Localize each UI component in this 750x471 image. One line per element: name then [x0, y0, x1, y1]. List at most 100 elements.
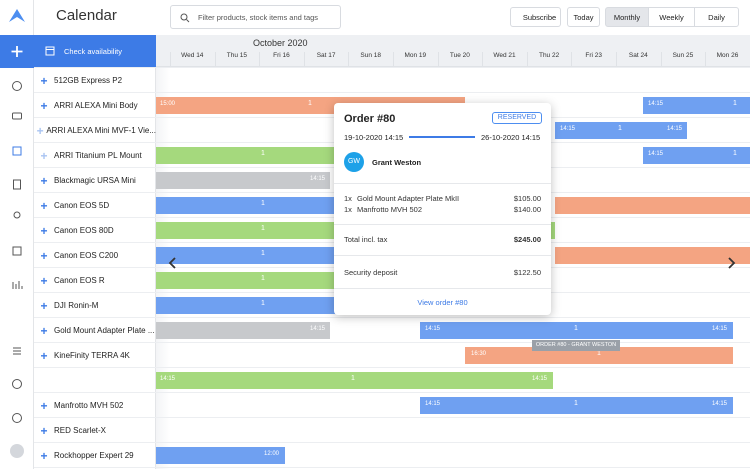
search-box[interactable]: Filter products, stock items and tags: [170, 5, 341, 29]
view-order-link[interactable]: View order #80: [417, 298, 468, 307]
expand-icon[interactable]: +: [40, 273, 48, 288]
column-line: [660, 52, 662, 67]
expand-icon[interactable]: +: [40, 223, 48, 238]
today-button[interactable]: Today: [567, 7, 600, 27]
divider: [334, 224, 551, 225]
booking-bar[interactable]: 14:15 1: [643, 147, 750, 164]
help-icon[interactable]: [12, 379, 22, 389]
documents-icon[interactable]: [13, 179, 21, 190]
day-label: Sun 25: [672, 52, 694, 59]
reports-icon[interactable]: [12, 281, 23, 289]
expand-icon[interactable]: +: [40, 298, 48, 313]
expand-icon[interactable]: +: [40, 98, 48, 113]
column-line: [571, 52, 573, 67]
bar-label: 1: [351, 375, 355, 382]
bar-label: 1: [261, 250, 265, 257]
product-row[interactable]: + ARRI ALEXA Mini MVF-1 Vie...: [34, 118, 156, 143]
booking-bar[interactable]: 12:00: [156, 447, 285, 464]
qty: 1x: [344, 205, 352, 214]
expand-icon[interactable]: +: [36, 123, 44, 138]
expand-icon[interactable]: +: [40, 448, 48, 463]
booking-bar[interactable]: 14:15 1 14:15: [420, 322, 733, 339]
product-row[interactable]: + Canon EOS 5D: [34, 193, 156, 218]
expand-icon[interactable]: +: [40, 173, 48, 188]
product-name: Manfrotto MVH 502: [54, 401, 124, 410]
product-name: ARRI ALEXA Mini Body: [54, 101, 138, 110]
booking-bar[interactable]: 14:15 1: [643, 97, 750, 114]
product-column: [34, 67, 156, 469]
booking-bar[interactable]: 1: [156, 272, 340, 289]
deposit-label: Security deposit: [344, 268, 398, 277]
next-arrow[interactable]: [726, 256, 738, 270]
booking-bar[interactable]: 1: [156, 247, 340, 264]
weekly-button[interactable]: Weekly: [648, 7, 695, 27]
booking-bar[interactable]: 1: [156, 297, 340, 314]
expand-icon[interactable]: +: [40, 198, 48, 213]
expand-icon[interactable]: +: [40, 398, 48, 413]
daily-button[interactable]: Daily: [694, 7, 739, 27]
column-line: [303, 52, 305, 67]
check-availability-button[interactable]: Check availability: [34, 35, 156, 67]
expand-icon[interactable]: +: [40, 248, 48, 263]
expand-icon[interactable]: +: [40, 73, 48, 88]
calendar-icon[interactable]: [12, 146, 22, 156]
dashboard-icon[interactable]: [12, 81, 22, 91]
booking-bar[interactable]: [555, 247, 750, 264]
booking-bar[interactable]: 14:15: [156, 322, 330, 339]
column-line: [482, 52, 484, 67]
bar-label: 12:00: [263, 451, 279, 457]
start-date: 19-10-2020 14:15: [344, 133, 404, 142]
column-line: [616, 52, 617, 67]
product-row[interactable]: + ARRI ALEXA Mini Body: [34, 93, 156, 118]
product-row[interactable]: + Canon EOS C200: [34, 243, 156, 268]
end-date: 26-10-2020 14:15: [481, 133, 541, 142]
booking-bar[interactable]: 1: [156, 197, 340, 214]
product-row[interactable]: + Canon EOS R: [34, 268, 156, 293]
product-row[interactable]: + Manfrotto MVH 502: [34, 393, 156, 418]
button-label: Weekly: [659, 12, 684, 22]
user-avatar[interactable]: [10, 444, 24, 458]
product-row[interactable]: + Rockhopper Expert 29: [34, 443, 156, 468]
customers-icon[interactable]: [13, 211, 21, 219]
product-row[interactable]: + Blackmagic URSA Mini: [34, 168, 156, 193]
item-name: Gold Mount Adapter Plate MkII: [357, 194, 460, 203]
booking-bar[interactable]: 16:30 1: [465, 347, 733, 364]
expand-icon[interactable]: +: [40, 323, 48, 338]
bar-label: 1: [261, 150, 265, 157]
product-row[interactable]: + ARRI Titanium PL Mount: [34, 143, 156, 168]
booking-bar[interactable]: 14:15 1 14:15: [420, 397, 733, 414]
product-row[interactable]: +512GB Express P2: [34, 68, 156, 93]
bar-label: 14:15: [648, 101, 664, 107]
booking-bar[interactable]: 14:15 1 14:15: [156, 372, 553, 389]
button-label: Daily: [708, 12, 725, 22]
subscribe-button[interactable]: Subscribe: [510, 7, 561, 27]
expand-icon[interactable]: +: [40, 423, 48, 438]
logo: [9, 9, 25, 22]
bar-label: 1: [261, 300, 265, 307]
item-price: $140.00: [513, 205, 541, 214]
settings-icon[interactable]: [12, 413, 22, 423]
product-row[interactable]: + Gold Mount Adapter Plate ...: [34, 318, 156, 343]
products-icon[interactable]: [12, 246, 22, 256]
product-name: KineFinity TERRA 4K: [54, 351, 130, 360]
product-row[interactable]: + RED Scarlet-X: [34, 418, 156, 443]
add-icon: [11, 46, 23, 57]
monthly-button[interactable]: Monthly: [605, 7, 649, 27]
booking-bar[interactable]: 1: [156, 147, 340, 164]
item-name: Manfrotto MVH 502: [357, 205, 423, 214]
customer-name[interactable]: Grant Weston: [372, 158, 422, 167]
expand-icon[interactable]: +: [40, 348, 48, 363]
page-title: Calendar: [56, 7, 117, 24]
menu-icon[interactable]: [13, 347, 21, 355]
previous-arrow[interactable]: [167, 256, 179, 270]
product-row[interactable]: + KineFinity TERRA 4K: [34, 343, 156, 368]
product-row[interactable]: + Canon EOS 80D: [34, 218, 156, 243]
booking-bar[interactable]: [555, 197, 750, 214]
bar-label: 1: [733, 100, 737, 107]
inbox-icon[interactable]: [12, 112, 22, 120]
booking-bar[interactable]: 14:15: [156, 172, 330, 189]
expand-icon[interactable]: +: [40, 148, 48, 163]
product-row[interactable]: + DJI Ronin-M: [34, 293, 156, 318]
booking-bar[interactable]: 14:15 1 14:15: [555, 122, 687, 139]
